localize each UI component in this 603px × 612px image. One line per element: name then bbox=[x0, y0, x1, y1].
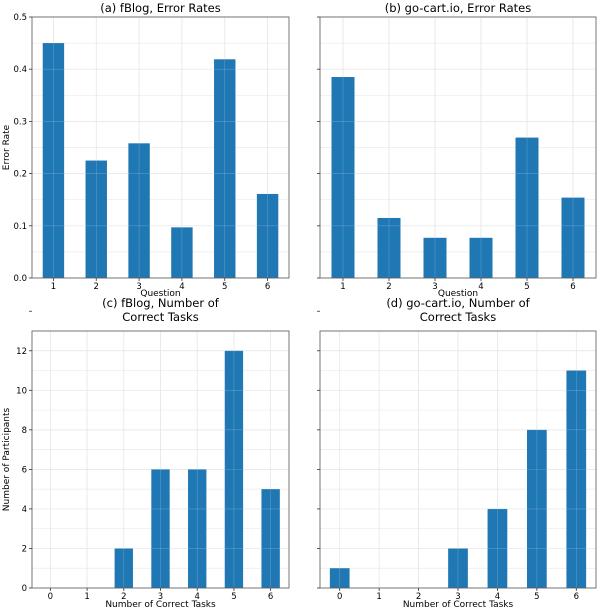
subplot-a: 1 2 3 4 5 6 0.0 0.1 0.2 0.3 0.4 0.5 (a) fBlog, Error… bbox=[2, 1, 290, 299]
x-axis-label: Question bbox=[140, 289, 180, 299]
y-tick-label: 4 bbox=[22, 505, 27, 515]
x-tick-label: 6 bbox=[574, 592, 579, 602]
bar-6 bbox=[261, 489, 280, 588]
x-tick-label: 1 bbox=[376, 592, 381, 602]
subplot-b: 1 2 3 4 5 6 (b) go-cart.io, Error Rates Questio… bbox=[317, 1, 597, 299]
y-tick-label: 0.0 bbox=[13, 274, 27, 284]
x-tick-label: 3 bbox=[136, 282, 141, 292]
bar-3 bbox=[128, 143, 150, 278]
bar-5 bbox=[527, 429, 547, 588]
x-axis-label: Question bbox=[438, 289, 478, 299]
x-tick-label: 0 bbox=[337, 592, 342, 602]
bar-4 bbox=[469, 237, 493, 278]
x-tick-label: 4 bbox=[495, 592, 500, 602]
x-tick-label: 2 bbox=[386, 282, 391, 292]
bar-3 bbox=[151, 469, 170, 588]
y-tick-label: 0 bbox=[22, 584, 27, 594]
x-tick-label: 6 bbox=[265, 282, 270, 292]
y-tick-label: 0.2 bbox=[13, 170, 27, 180]
x-tick-label: 2 bbox=[121, 592, 126, 602]
bar-6 bbox=[561, 197, 585, 278]
x-tick-label: 1 bbox=[51, 282, 56, 292]
bar-2 bbox=[114, 548, 133, 588]
x-tick-label: 6 bbox=[268, 592, 273, 602]
subplot-title: (b) go-cart.io, Error Rates bbox=[385, 1, 531, 15]
subplot-d: 0 1 2 3 4 5 6 (d) go-cart.io, Number ofCorrect … bbox=[317, 296, 597, 610]
x-tick-label: 3 bbox=[158, 592, 163, 602]
y-tick-label: 0.3 bbox=[13, 117, 27, 127]
bar-4 bbox=[188, 469, 207, 588]
y-tick-label: 10 bbox=[16, 386, 27, 396]
y-tick-label: 6 bbox=[22, 465, 27, 475]
bar-5 bbox=[214, 59, 236, 279]
bar-1 bbox=[42, 43, 65, 278]
subplot-title: (a) fBlog, Error Rates bbox=[100, 1, 221, 15]
y-tick-label: 2 bbox=[22, 544, 27, 554]
y-tick-label: 0.5 bbox=[13, 13, 27, 23]
x-tick-label: 0 bbox=[48, 592, 53, 602]
x-tick-label: 5 bbox=[231, 592, 236, 602]
bar-6 bbox=[566, 370, 587, 588]
bar-0 bbox=[329, 568, 350, 588]
bar-3 bbox=[423, 237, 447, 278]
y-tick-label: 8 bbox=[22, 426, 27, 436]
subplot-title: Correct Tasks bbox=[122, 310, 198, 324]
bar-6 bbox=[256, 193, 279, 278]
subplot-title: Correct Tasks bbox=[420, 310, 496, 324]
x-tick-label: 5 bbox=[222, 282, 227, 292]
bar-4 bbox=[171, 227, 193, 278]
x-tick-label: 3 bbox=[432, 282, 437, 292]
subplot-title: (d) go-cart.io, Number of bbox=[386, 296, 530, 310]
x-tick-label: 5 bbox=[534, 592, 539, 602]
x-axis-label: Number of Correct Tasks bbox=[105, 600, 216, 610]
x-tick-label: 4 bbox=[179, 282, 184, 292]
bar-1 bbox=[331, 77, 355, 278]
y-axis-label: Error Rate bbox=[2, 124, 12, 170]
x-tick-label: 4 bbox=[478, 282, 483, 292]
subplot-title: (c) fBlog, Number of bbox=[102, 296, 220, 310]
x-tick-label: 3 bbox=[455, 592, 460, 602]
x-tick-label: 6 bbox=[570, 282, 575, 292]
x-tick-label: 2 bbox=[416, 592, 421, 602]
bar-2 bbox=[377, 217, 401, 278]
x-tick-label: 4 bbox=[195, 592, 200, 602]
y-tick-label: 12 bbox=[16, 347, 27, 357]
axes-frame bbox=[31, 16, 290, 279]
x-tick-label: 1 bbox=[340, 282, 345, 292]
y-tick-label: 0.4 bbox=[13, 65, 27, 75]
bar-3 bbox=[448, 548, 468, 588]
x-tick-label: 5 bbox=[524, 282, 529, 292]
bar-5 bbox=[515, 137, 539, 278]
axes-frame bbox=[319, 16, 597, 279]
bar-5 bbox=[224, 350, 244, 588]
y-tick-label: 0.1 bbox=[13, 222, 27, 232]
x-tick-label: 1 bbox=[84, 592, 89, 602]
bar-2 bbox=[85, 160, 107, 278]
bar-4 bbox=[487, 508, 508, 588]
x-tick-label: 2 bbox=[94, 282, 99, 292]
x-axis-label: Number of Correct Tasks bbox=[403, 600, 514, 610]
y-axis-label: Number of Participants bbox=[2, 407, 12, 511]
